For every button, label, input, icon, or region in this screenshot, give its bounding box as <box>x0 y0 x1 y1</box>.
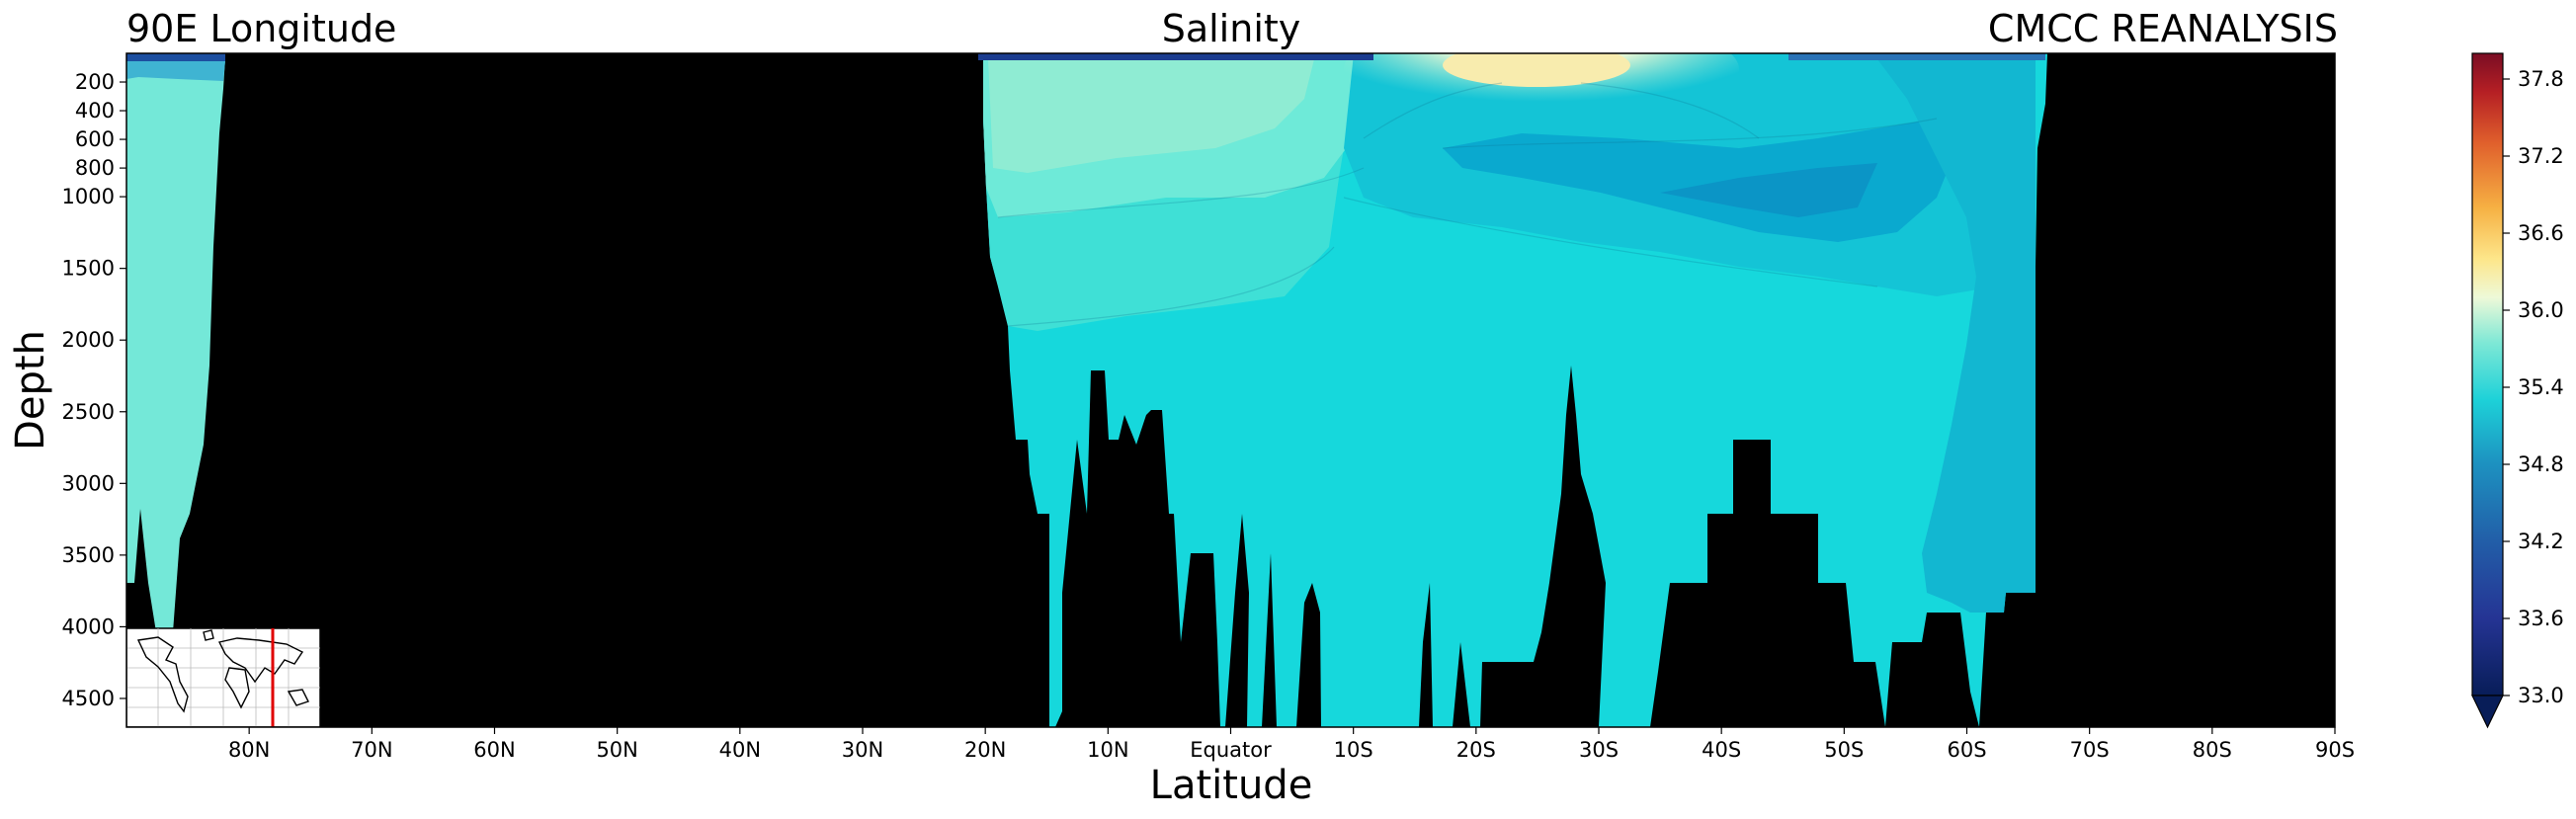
x-tick-label: 70S <box>2070 738 2110 762</box>
contour-lines <box>997 82 1938 327</box>
low-salinity-deep-core <box>1660 163 1877 217</box>
colorbar-tick-label: 34.2 <box>2518 530 2564 553</box>
colorbar: 33.0 33.6 34.2 34.8 35.4 36.0 36.6 37.2 37.8 <box>2471 52 2564 729</box>
y-axis-ticks: 200 400 600 800 1000 1500 2000 2500 3000 3500 4000… <box>62 70 126 710</box>
colorbar-tick-label: 36.0 <box>2518 298 2564 322</box>
x-tick-label: 60S <box>1947 738 1986 762</box>
y-tick-label: 4000 <box>62 614 115 638</box>
x-tick-label: 50S <box>1824 738 1864 762</box>
x-tick-label: 50N <box>596 738 637 762</box>
arctic-water <box>126 57 225 632</box>
colorbar-tick-label: 33.0 <box>2518 684 2564 707</box>
x-tick-label: 20S <box>1456 738 1496 762</box>
high-salinity-max <box>1344 53 1739 123</box>
x-tick-label: 40S <box>1702 738 1741 762</box>
surface-fresh-layer-south <box>1788 53 2045 60</box>
x-tick-label: 40N <box>719 738 761 762</box>
colorbar-extend-min <box>2471 695 2504 729</box>
y-tick-label: 1000 <box>62 185 115 208</box>
y-tick-label: 400 <box>75 99 115 123</box>
colorbar-ticks: 33.0 33.6 34.2 34.8 35.4 36.0 36.6 37.2 37.8 <box>2503 67 2564 707</box>
y-tick-label: 800 <box>75 156 115 180</box>
surface-fresh-layer <box>978 53 1373 60</box>
x-tick-label: 30N <box>842 738 883 762</box>
y-tick-label: 3500 <box>62 543 115 567</box>
southern-slope-water <box>1877 59 2036 613</box>
chart-title-center: Salinity <box>1162 7 1301 50</box>
y-axis-label: Depth <box>8 330 53 450</box>
x-tick-label: 30S <box>1579 738 1619 762</box>
chart-title-left: 90E Longitude <box>126 7 396 50</box>
colorbar-tick-label: 36.6 <box>2518 221 2564 245</box>
y-tick-label: 4500 <box>62 687 115 710</box>
colorbar-tick-label: 33.6 <box>2518 607 2564 630</box>
x-axis-label: Latitude <box>1150 763 1313 808</box>
y-tick-label: 200 <box>75 70 115 94</box>
arctic-surface-gradient <box>126 61 225 81</box>
y-tick-label: 3000 <box>62 471 115 495</box>
x-tick-label: 10N <box>1087 738 1128 762</box>
low-latitude-water <box>988 59 1314 173</box>
inset-world-map <box>126 627 321 727</box>
arctic-fresh-layer <box>126 53 225 61</box>
colorbar-tick-label: 37.8 <box>2518 67 2564 91</box>
x-tick-label: 80N <box>228 738 270 762</box>
y-tick-label: 1500 <box>62 257 115 281</box>
x-tick-label: 90S <box>2315 738 2355 762</box>
colorbar-tick-label: 34.8 <box>2518 452 2564 476</box>
x-tick-label: 60N <box>473 738 515 762</box>
high-salinity-core <box>1443 53 1630 87</box>
colorbar-gradient <box>2471 52 2504 696</box>
x-axis-ticks: 80N 70N 60N 50N 40N 30N 20N 10N Equator 10S 20S 30S… <box>228 727 2355 762</box>
x-tick-label: Equator <box>1190 738 1272 762</box>
y-tick-label: 600 <box>75 127 115 151</box>
x-tick-label: 70N <box>351 738 392 762</box>
colorbar-tick-label: 35.4 <box>2518 375 2564 399</box>
y-tick-label: 2000 <box>62 328 115 352</box>
plot-area <box>126 53 2335 727</box>
colorbar-tick-label: 37.2 <box>2518 144 2564 168</box>
y-tick-label: 2500 <box>62 400 115 424</box>
x-tick-label: 20N <box>964 738 1006 762</box>
chart-title-right: CMCC REANALYSIS <box>1988 7 2338 50</box>
x-tick-label: 10S <box>1334 738 1373 762</box>
x-tick-label: 80S <box>2193 738 2232 762</box>
